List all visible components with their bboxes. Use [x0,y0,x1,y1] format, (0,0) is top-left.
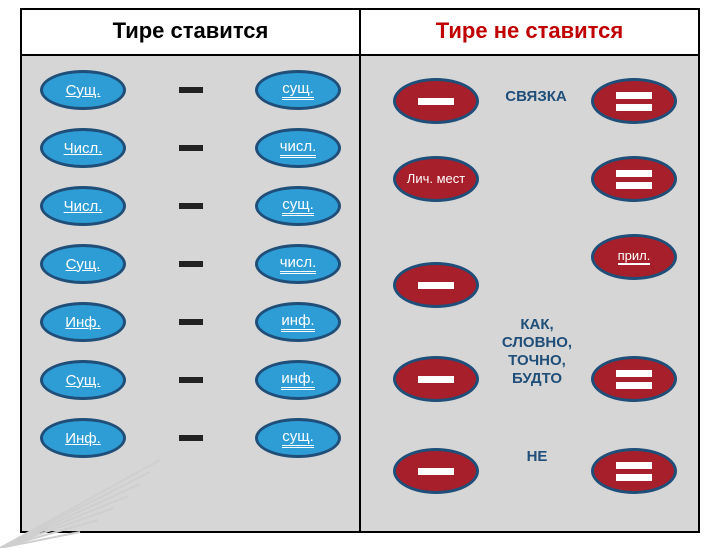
predicate-ellipse: числ. [255,128,341,168]
predicate-label: числ. [280,255,317,274]
rule-row: Инф. сущ. [40,418,341,458]
red-ellipse [591,448,677,494]
predicate-ellipse: числ. [255,244,341,284]
red-ellipse [393,78,479,124]
subject-label: Сущ. [66,82,101,99]
double-line-icon [616,370,652,389]
dash-icon [179,377,203,383]
subject-ellipse: Сущ. [40,244,126,284]
red-ellipse [393,356,479,402]
column-right: Тире не ставится Лич. мест прил. СВЯЗКА КАК… [361,10,698,531]
predicate-label: сущ. [282,429,314,448]
ellipse-text: прил. [618,249,651,265]
dash-icon [179,145,203,151]
predicate-ellipse: сущ. [255,418,341,458]
subject-label: Инф. [65,314,101,331]
red-ellipse: Лич. мест [393,156,479,202]
predicate-ellipse: инф. [255,360,341,400]
subject-label: Числ. [64,140,103,157]
subject-ellipse: Числ. [40,128,126,168]
predicate-ellipse: инф. [255,302,341,342]
rule-row: Сущ. числ. [40,244,341,284]
subject-label: Сущ. [66,372,101,389]
dash-icon [418,468,454,475]
red-ellipse [591,356,677,402]
subject-label: Числ. [64,198,103,215]
predicate-ellipse: сущ. [255,186,341,226]
body-left: Сущ. сущ. Числ. числ. Числ. сущ. Сущ. числ. Инф.… [22,56,359,476]
red-ellipse [393,262,479,308]
dash-icon [179,435,203,441]
dash-icon [179,319,203,325]
red-ellipse: прил. [591,234,677,280]
rule-row: Числ. сущ. [40,186,341,226]
subject-ellipse: Сущ. [40,360,126,400]
predicate-label: сущ. [282,81,314,100]
dash-icon [418,376,454,383]
body-right: Лич. мест прил. СВЯЗКА КАК, СЛОВНО, ТОЧНО, … [361,56,698,531]
predicate-label: числ. [280,139,317,158]
predicate-label: инф. [281,371,314,390]
predicate-ellipse: сущ. [255,70,341,110]
ellipse-text: Лич. мест [407,172,465,186]
dash-icon [418,98,454,105]
header-right: Тире не ставится [361,10,698,56]
connector-label: НЕ [517,448,557,466]
subject-ellipse: Инф. [40,302,126,342]
dash-icon [179,261,203,267]
double-line-icon [616,170,652,189]
dash-icon [179,87,203,93]
dash-icon [418,282,454,289]
subject-label: Сущ. [66,256,101,273]
rule-row: Инф. инф. [40,302,341,342]
red-ellipse [393,448,479,494]
subject-ellipse: Инф. [40,418,126,458]
dash-icon [179,203,203,209]
double-line-icon [616,462,652,481]
column-left: Тире ставится Сущ. сущ. Числ. числ. Числ. сущ… [22,10,361,531]
double-line-icon [616,92,652,111]
predicate-label: инф. [281,313,314,332]
header-left: Тире ставится [22,10,359,56]
subject-label: Инф. [65,430,101,447]
subject-ellipse: Числ. [40,186,126,226]
rule-row: Числ. числ. [40,128,341,168]
red-ellipse [591,78,677,124]
connector-label: СВЯЗКА [491,88,581,106]
predicate-label: сущ. [282,197,314,216]
red-ellipse [591,156,677,202]
subject-ellipse: Сущ. [40,70,126,110]
comparison-table: Тире ставится Сущ. сущ. Числ. числ. Числ. сущ… [20,8,700,533]
connector-label: КАК, СЛОВНО, ТОЧНО, БУДТО [489,316,585,388]
rule-row: Сущ. сущ. [40,70,341,110]
rule-row: Сущ. инф. [40,360,341,400]
